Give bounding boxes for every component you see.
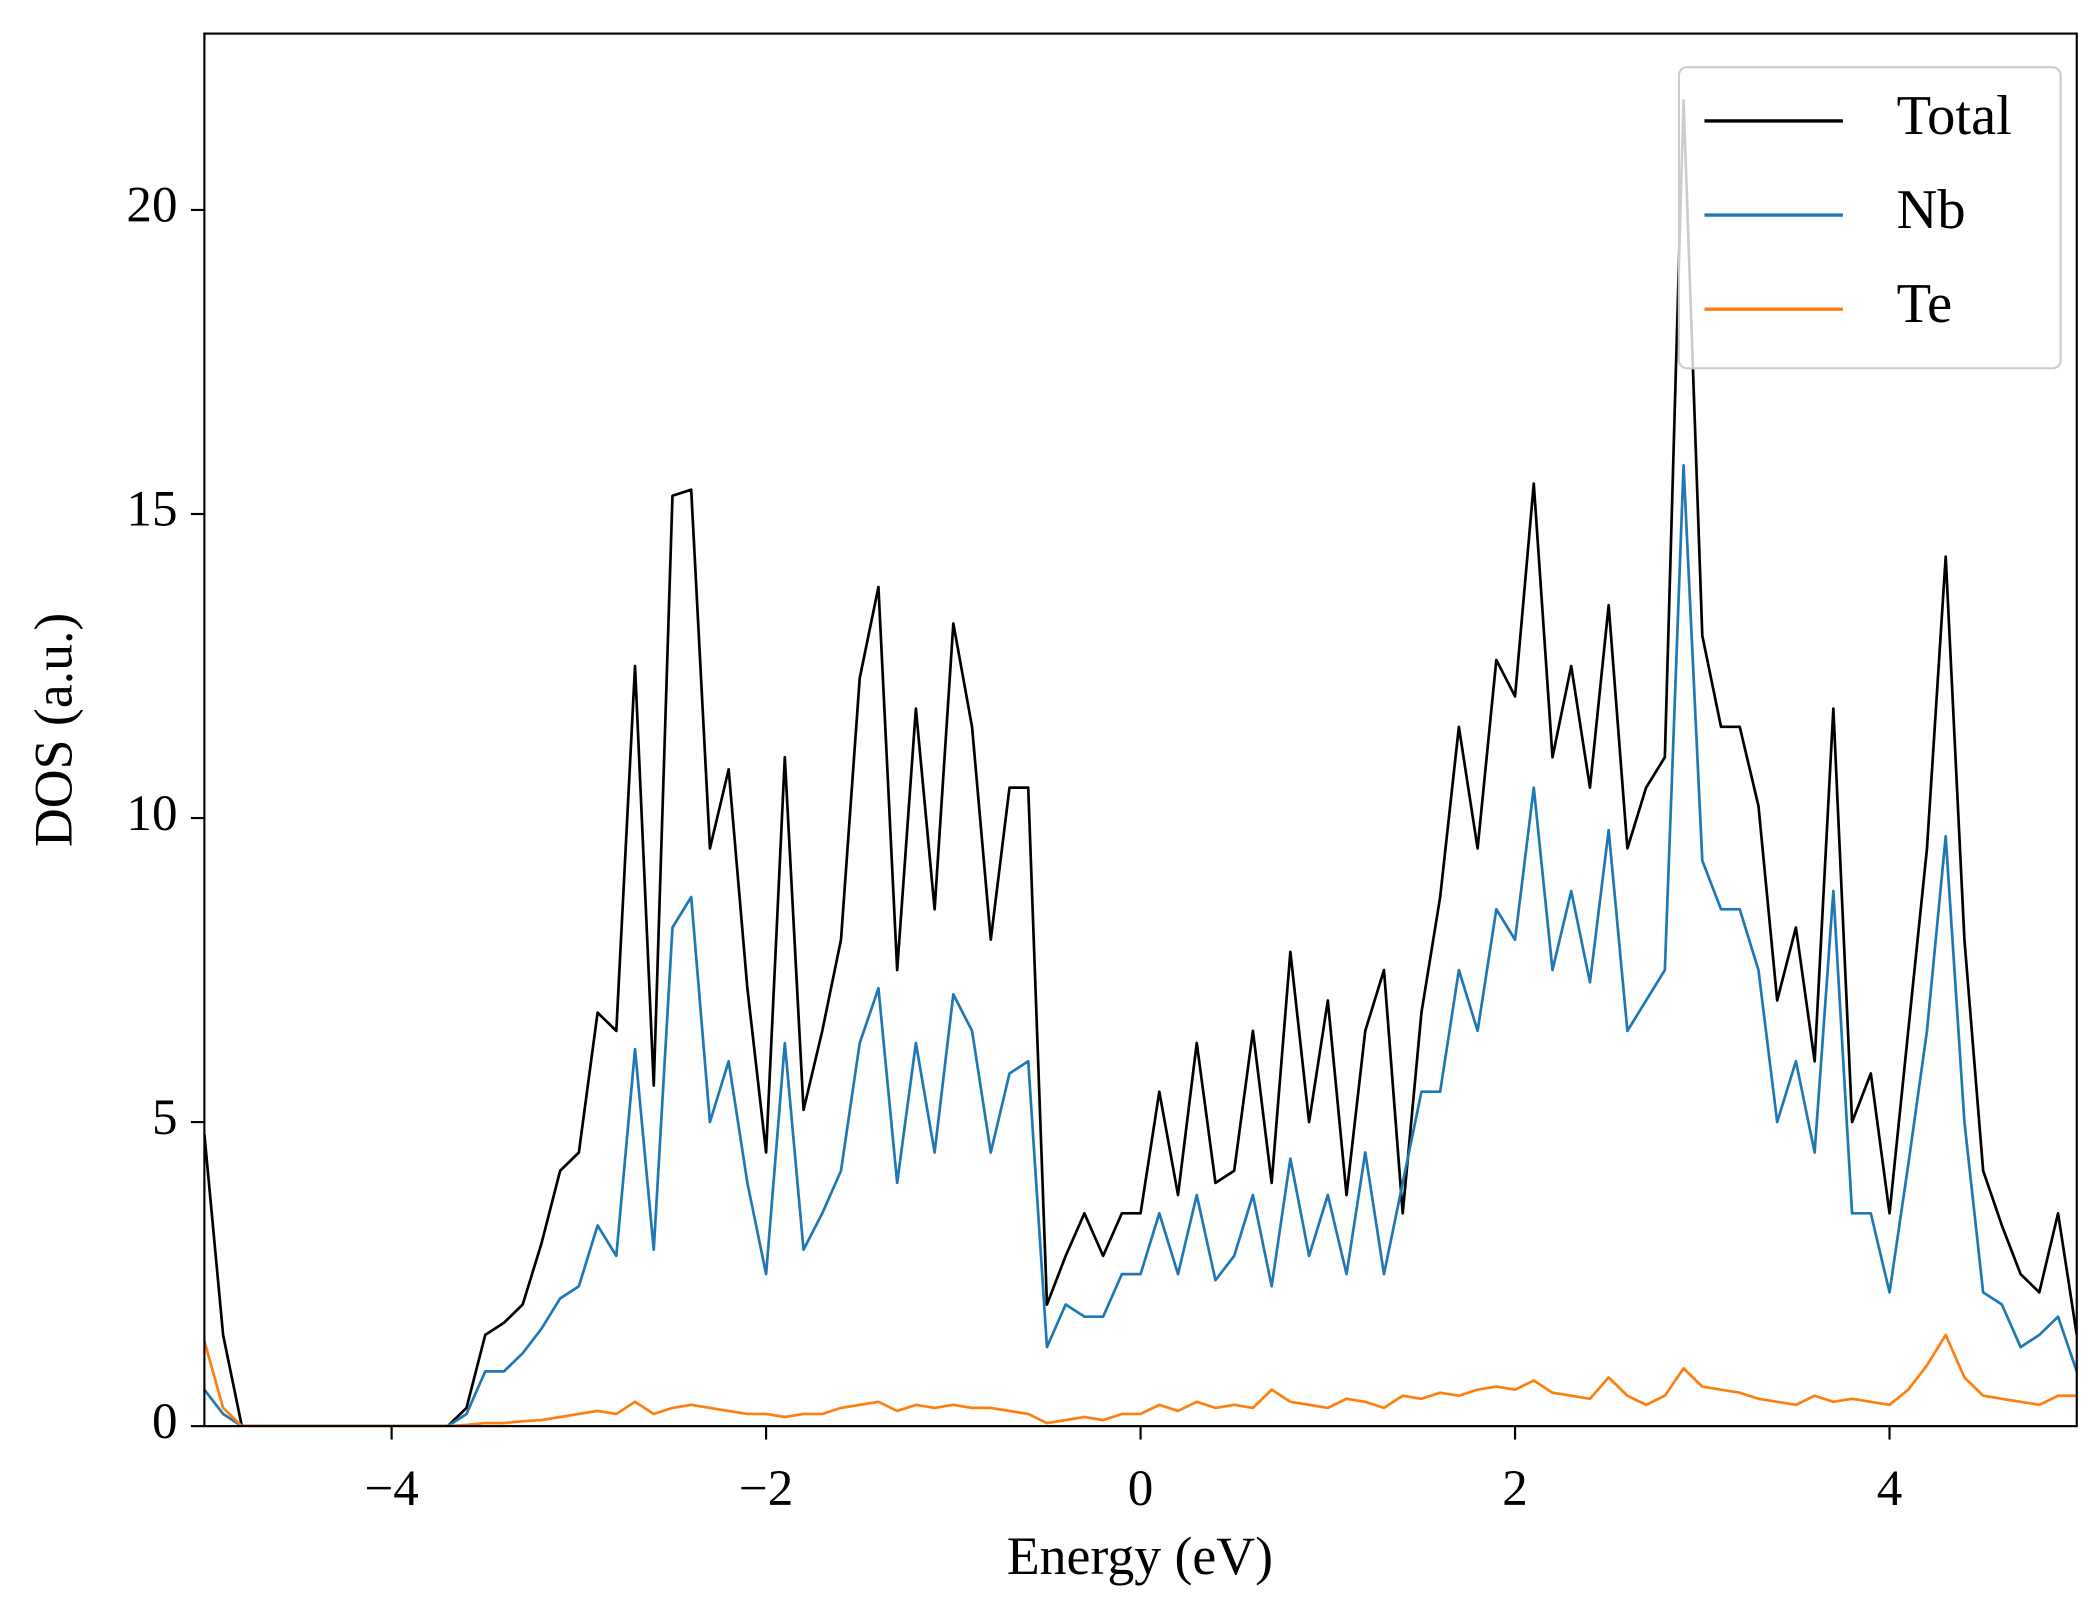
x-tick-label: 4 bbox=[1877, 1460, 1903, 1517]
y-tick-label: 5 bbox=[152, 1089, 178, 1146]
y-tick-label: 15 bbox=[126, 481, 177, 538]
x-tick-label: 0 bbox=[1128, 1460, 1154, 1517]
x-tick-label: −4 bbox=[364, 1460, 418, 1517]
y-axis-label: DOS (a.u.) bbox=[24, 613, 84, 847]
y-tick-label: 20 bbox=[126, 177, 177, 234]
legend-label: Nb bbox=[1897, 179, 1966, 241]
series-line bbox=[204, 1333, 2077, 1427]
legend-label: Total bbox=[1897, 85, 2012, 147]
plot-lines bbox=[204, 99, 2077, 1427]
x-tick-label: 2 bbox=[1502, 1460, 1528, 1517]
x-axis-label: Energy (eV) bbox=[1007, 1526, 1273, 1586]
series-line bbox=[204, 99, 2077, 1427]
legend-label: Te bbox=[1897, 273, 1953, 335]
x-tick-label: −2 bbox=[739, 1460, 793, 1517]
series-line bbox=[204, 464, 2077, 1427]
legend-box bbox=[1677, 66, 2062, 370]
y-tick-label: 0 bbox=[152, 1393, 178, 1450]
y-tick-label: 10 bbox=[126, 785, 177, 842]
